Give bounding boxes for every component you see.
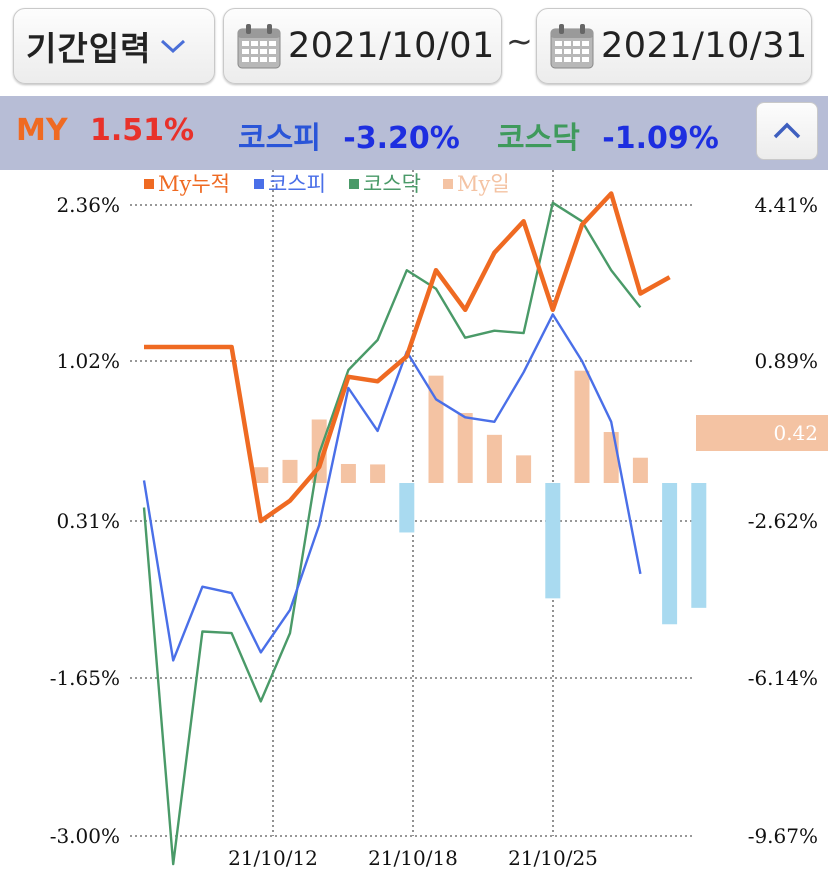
my-daily-bar xyxy=(574,370,590,483)
kospi-return-value: -3.20% xyxy=(343,121,460,156)
left-axis-tick-label: -3.00% xyxy=(50,824,120,848)
legend-label: My누적 xyxy=(158,172,230,196)
my-daily-bar xyxy=(632,457,648,483)
legend-swatch xyxy=(349,179,359,189)
calendar-icon xyxy=(237,24,281,69)
end-date-button[interactable]: 2021/10/31 xyxy=(536,8,812,84)
legend-swatch xyxy=(443,179,453,189)
x-axis-tick-label: 21/10/25 xyxy=(508,846,598,870)
my-daily-bar xyxy=(340,463,356,483)
end-date-value: 2021/10/31 xyxy=(601,26,808,66)
collapse-button[interactable] xyxy=(756,102,818,160)
last-value-badge xyxy=(696,415,828,451)
right-axis-tick-label: 0.89% xyxy=(754,349,818,373)
left-axis-tick-label: 0.31% xyxy=(56,509,120,533)
kospi-label: 코스피 xyxy=(238,121,321,156)
legend-swatch xyxy=(144,179,154,189)
my-daily-bar xyxy=(516,455,532,483)
last-value-label: 0.42 xyxy=(773,421,818,445)
kosdaq-label: 코스닥 xyxy=(497,121,580,156)
left-axis-tick-label: 1.02% xyxy=(56,349,120,373)
x-axis-tick-label: 21/10/12 xyxy=(228,846,318,870)
right-axis-tick-label: -2.62% xyxy=(748,509,818,533)
return-summary-bar: MY 1.51% 코스피 -3.20% 코스닥 -1.09% xyxy=(0,96,828,170)
right-axis-tick-label: 4.41% xyxy=(754,193,818,217)
left-axis-tick-label: -1.65% xyxy=(50,666,120,690)
left-axis-tick-label: 2.36% xyxy=(56,193,120,217)
start-date-value: 2021/10/01 xyxy=(288,26,495,66)
my-cumulative-line xyxy=(144,191,671,524)
right-axis-tick-label: -6.14% xyxy=(748,666,818,690)
my-daily-bar xyxy=(399,483,415,533)
my-daily-bar xyxy=(457,413,473,483)
my-daily-bar xyxy=(545,483,561,599)
period-label: 기간입력 xyxy=(26,29,152,68)
my-label: MY xyxy=(16,113,68,148)
chevron-down-icon xyxy=(161,39,186,54)
kosdaq-return-value: -1.09% xyxy=(602,121,719,156)
legend-swatch xyxy=(254,179,264,189)
start-date-button[interactable]: 2021/10/01 xyxy=(223,8,502,84)
kospi-line xyxy=(142,313,642,662)
my-daily-bar xyxy=(282,459,298,483)
x-axis-tick-label: 21/10/18 xyxy=(368,846,458,870)
my-daily-bar xyxy=(370,464,386,483)
top-bar: 기간입력 2021/10/01 ~ xyxy=(0,0,828,96)
legend-label: My일 xyxy=(457,172,510,196)
return-chart: 2.36% 4.41% 1.02% 0.89% 0.31% -2.62% -1.65% -6.… xyxy=(50,170,828,870)
period-select-button[interactable]: 기간입력 xyxy=(13,8,215,84)
legend-label: 코스닥 xyxy=(363,172,421,196)
kosdaq-return-summary: 코스닥 -1.09% xyxy=(497,113,719,157)
kosdaq-line xyxy=(142,201,642,866)
right-axis-tick-label: -9.67% xyxy=(748,824,818,848)
legend-label: 코스피 xyxy=(268,172,326,196)
my-return-value: 1.51% xyxy=(90,113,195,148)
my-daily-bar xyxy=(253,467,269,483)
chevron-up-icon xyxy=(773,122,801,139)
my-daily-bar xyxy=(691,483,707,608)
my-daily-bar xyxy=(662,483,678,625)
my-daily-bar xyxy=(603,432,619,483)
kospi-return-summary: 코스피 -3.20% xyxy=(238,113,460,157)
calendar-icon xyxy=(550,24,594,69)
my-daily-bar xyxy=(486,434,502,483)
my-return-summary: MY 1.51% xyxy=(16,113,194,148)
date-separator: ~ xyxy=(506,22,533,60)
